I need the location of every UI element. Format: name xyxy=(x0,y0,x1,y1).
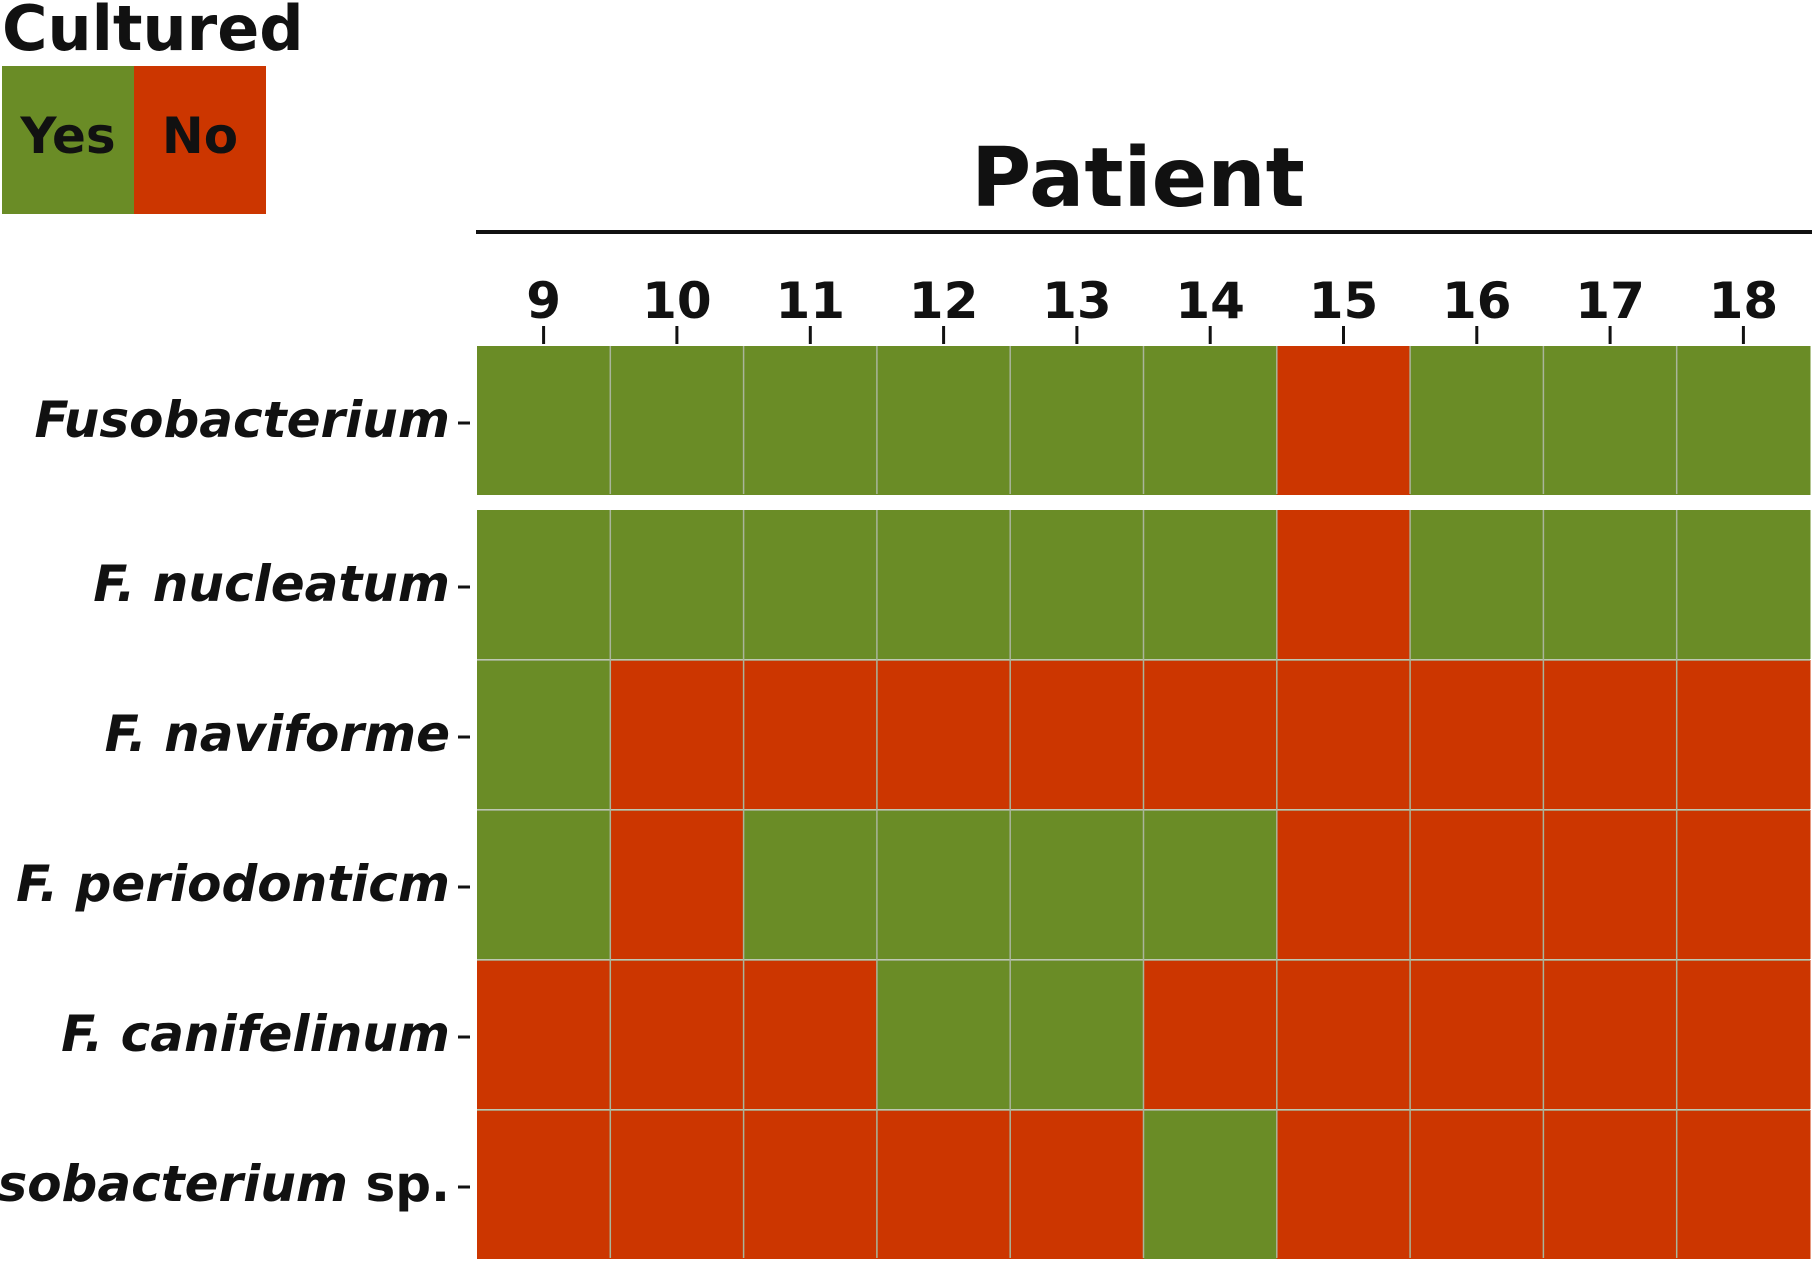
heatmap-cell xyxy=(876,1110,1011,1259)
heatmap-cell xyxy=(1010,510,1144,659)
heatmap-cell xyxy=(1676,346,1811,495)
y-tick-label: F. canifelinum xyxy=(61,1005,450,1063)
heatmap-cell xyxy=(743,960,878,1109)
heatmap-cell xyxy=(477,810,611,959)
heatmap-cell xyxy=(1410,1110,1544,1259)
heatmap-cell xyxy=(610,960,745,1109)
heatmap-cell xyxy=(1010,960,1144,1109)
heatmap-cell xyxy=(1143,960,1278,1109)
x-tick-label: 16 xyxy=(1442,272,1512,330)
x-tick-label: 13 xyxy=(1042,272,1112,330)
heatmap-cell xyxy=(743,810,878,959)
heatmap-cell xyxy=(610,510,745,659)
heatmap-cells xyxy=(477,346,1811,1259)
legend-label-yes: Yes xyxy=(19,107,115,165)
x-tick-label: 18 xyxy=(1709,272,1779,330)
y-tick-label-suffix: sp. xyxy=(348,1155,450,1213)
heatmap-cell xyxy=(743,346,878,495)
heatmap-cell xyxy=(610,1110,745,1259)
heatmap-cell xyxy=(876,960,1011,1109)
heatmap-cell xyxy=(1276,346,1411,495)
heatmap-cell xyxy=(876,510,1011,659)
y-tick-label: F. naviforme xyxy=(105,705,450,763)
heatmap-cell xyxy=(1276,510,1411,659)
y-tick-label-italic: Fusobacterium xyxy=(0,1155,348,1213)
heatmap-cell xyxy=(1676,660,1811,809)
heatmap-cell xyxy=(1010,346,1144,495)
heatmap-cell xyxy=(1543,346,1678,495)
legend-label-no: No xyxy=(162,107,238,165)
y-tick-label: F. periodonticm xyxy=(16,855,450,913)
heatmap-cell xyxy=(477,510,611,659)
heatmap-cell xyxy=(1676,1110,1811,1259)
y-tick-label: F. nucleatum xyxy=(93,555,450,613)
heatmap-cell xyxy=(477,660,611,809)
heatmap-cell xyxy=(1543,810,1678,959)
heatmap-cell xyxy=(477,1110,611,1259)
heatmap-cell xyxy=(1143,510,1278,659)
heatmap-cell xyxy=(1010,660,1144,809)
heatmap-cell xyxy=(610,810,745,959)
x-tick-label: 11 xyxy=(776,272,846,330)
legend: Cultured Yes No xyxy=(2,0,304,214)
y-tick-label: Fusobacterium xyxy=(34,391,450,449)
heatmap-cell xyxy=(1410,810,1544,959)
heatmap-cell xyxy=(477,960,611,1109)
x-tick-label: 14 xyxy=(1175,272,1245,330)
heatmap-cell xyxy=(1410,660,1544,809)
heatmap-cell xyxy=(1010,810,1144,959)
legend-swatch-no xyxy=(134,66,266,214)
x-tick-label: 15 xyxy=(1309,272,1379,330)
heatmap-cell xyxy=(1276,810,1411,959)
heatmap-cell xyxy=(1143,660,1278,809)
heatmap-cell xyxy=(1143,1110,1278,1259)
heatmap-cell xyxy=(1143,810,1278,959)
y-tick-label: Fusobacterium sp. xyxy=(0,1155,450,1213)
heatmap-cell xyxy=(876,810,1011,959)
heatmap-gridlines xyxy=(477,346,1810,1258)
heatmap-cell xyxy=(610,660,745,809)
heatmap-cell xyxy=(1676,810,1811,959)
x-tick-label: 10 xyxy=(642,272,712,330)
heatmap-cell xyxy=(1543,510,1678,659)
heatmap-cell xyxy=(1543,960,1678,1109)
heatmap-cell xyxy=(1276,660,1411,809)
legend-swatch-yes xyxy=(2,66,134,214)
heatmap-cell xyxy=(1276,1110,1411,1259)
heatmap-cell xyxy=(1543,1110,1678,1259)
y-tick-label-italic: F. canifelinum xyxy=(61,1005,450,1063)
y-tick-label-italic: Fusobacterium xyxy=(34,391,450,449)
legend-title: Cultured xyxy=(2,0,304,65)
heatmap-cell xyxy=(743,1110,878,1259)
heatmap-cell xyxy=(1676,510,1811,659)
x-axis-ticks: 9 10 11 12 13 14 15 16 17 18 xyxy=(526,272,1778,344)
heatmap-cell xyxy=(1543,660,1678,809)
y-tick-label-italic: F. naviforme xyxy=(105,705,450,763)
heatmap-cell xyxy=(477,346,611,495)
y-tick-label-italic: F. periodonticm xyxy=(16,855,450,913)
heatmap-cell xyxy=(610,346,745,495)
x-axis-title: Patient xyxy=(971,131,1305,226)
heatmap-cell xyxy=(743,660,878,809)
y-axis-labels: Fusobacterium F. nucleatum F. naviforme F. … xyxy=(0,391,470,1213)
x-tick-label: 9 xyxy=(526,272,561,330)
heatmap-cell xyxy=(1143,346,1278,495)
x-tick-label: 17 xyxy=(1575,272,1645,330)
heatmap-cell xyxy=(743,510,878,659)
heatmap-cell xyxy=(1410,960,1544,1109)
y-tick-label-italic: F. nucleatum xyxy=(93,555,450,613)
heatmap-cell xyxy=(876,660,1011,809)
x-tick-label: 12 xyxy=(909,272,979,330)
heatmap-cell xyxy=(1676,960,1811,1109)
heatmap-cell xyxy=(1410,346,1544,495)
heatmap-cell xyxy=(1410,510,1544,659)
heatmap-cell xyxy=(876,346,1011,495)
heatmap-cell xyxy=(1010,1110,1144,1259)
heatmap-cell xyxy=(1276,960,1411,1109)
